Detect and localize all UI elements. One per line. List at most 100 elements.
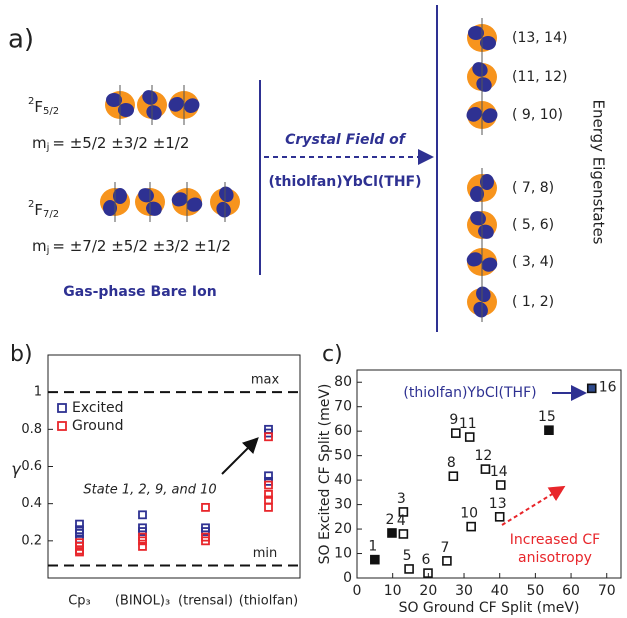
x-tick-label: Cp₃	[68, 594, 91, 609]
data-point	[138, 527, 147, 536]
lobe	[113, 188, 127, 204]
orbital	[135, 182, 165, 222]
data-point	[138, 542, 147, 551]
x-tick-label: 10	[384, 583, 402, 599]
data-point	[404, 564, 414, 574]
lobe	[186, 197, 203, 212]
mj-sub: j	[46, 245, 50, 256]
orbital	[105, 85, 135, 125]
orbital	[467, 57, 497, 97]
lobe	[472, 62, 488, 77]
state-label: ( 7, 8)	[512, 180, 554, 196]
data-point	[442, 556, 452, 566]
data-point	[398, 529, 409, 539]
legend-label: Ground	[72, 418, 124, 434]
state-label: (11, 12)	[512, 69, 567, 85]
mj-main: m	[32, 237, 47, 255]
data-point	[398, 507, 409, 517]
term-label: 2F5/2	[28, 96, 59, 117]
point-label: 2	[386, 512, 395, 528]
lobe	[466, 107, 482, 122]
state-label: ( 3, 4)	[512, 254, 554, 270]
orbital	[168, 85, 200, 125]
data-point	[586, 383, 597, 394]
term-sup: 2	[28, 96, 34, 107]
point-label: 9	[449, 412, 458, 428]
point-label: 1	[368, 539, 377, 555]
term-main: F	[34, 98, 43, 116]
point-label: 8	[447, 455, 456, 471]
data-point	[264, 471, 273, 481]
complex-label: (thiolfan)YbCl(THF)	[268, 174, 421, 190]
lobe	[476, 77, 492, 92]
lobe	[171, 192, 188, 207]
lobe	[468, 26, 484, 40]
lobe	[142, 90, 158, 105]
lobe	[118, 103, 134, 117]
y-tick-label: 1	[34, 385, 42, 400]
orbital	[100, 182, 130, 222]
point-label: 11	[459, 416, 477, 432]
plot-frame	[356, 369, 622, 579]
term-label: 2F7/2	[28, 199, 59, 220]
eigen-label: Energy Eigenstates	[590, 100, 608, 245]
point-label: 3	[397, 491, 406, 507]
state-label: (13, 14)	[512, 30, 567, 46]
point-label: 14	[490, 464, 508, 480]
trend-label: Increased CF	[510, 532, 600, 548]
x-tick-label: 50	[526, 583, 544, 599]
legend-label: Excited	[72, 400, 123, 416]
lobe	[184, 98, 200, 113]
orbital	[467, 18, 497, 58]
panel-label: b)	[10, 342, 33, 367]
plot-frame	[47, 354, 301, 579]
mj-label: mj = ±7/2 ±5/2 ±3/2 ±1/2	[32, 237, 231, 257]
data-point	[480, 464, 491, 474]
data-point	[264, 432, 273, 442]
lobe	[168, 97, 184, 112]
orbital	[467, 282, 497, 322]
y-tick-label: 0	[343, 570, 352, 586]
point-label: 16	[599, 379, 617, 395]
data-point	[423, 568, 433, 578]
term-main: F	[34, 201, 43, 219]
orbital-icons	[100, 18, 498, 322]
mj-values: = ±7/2 ±5/2 ±3/2 ±1/2	[52, 237, 230, 255]
state-label: ( 1, 2)	[512, 294, 554, 310]
lobe	[473, 301, 488, 318]
y-tick-label: 20	[334, 521, 352, 537]
state-label: ( 5, 6)	[512, 217, 554, 233]
data-point	[75, 519, 84, 529]
y-tick-label: 0.6	[21, 459, 42, 474]
mj-values: = ±5/2 ±3/2 ±1/2	[52, 134, 189, 152]
data-point	[138, 536, 147, 546]
lobe	[103, 200, 117, 216]
y-axis-label: γ	[11, 460, 22, 479]
data-point	[466, 521, 476, 532]
lobe	[482, 108, 498, 123]
data-point	[464, 432, 475, 442]
point-label: 4	[397, 513, 406, 529]
data-point	[75, 547, 84, 557]
orbital	[467, 168, 497, 208]
term-sub: 7/2	[43, 209, 59, 220]
term-sub: 5/2	[43, 106, 59, 117]
x-tick-label: 40	[491, 583, 509, 599]
lobe	[480, 36, 496, 50]
data-point	[451, 428, 461, 438]
y-tick-label: 0.2	[21, 533, 42, 548]
reference-label: max	[251, 373, 280, 388]
x-tick-label: 70	[598, 583, 616, 599]
y-tick-label: 70	[334, 399, 352, 415]
mj-main: m	[32, 134, 47, 152]
y-tick-label: 50	[334, 448, 352, 464]
lobe	[470, 186, 484, 202]
lobe	[146, 105, 162, 120]
lobe	[216, 201, 231, 218]
term-sup: 2	[28, 199, 34, 210]
y-tick-label: 40	[334, 472, 352, 488]
legend-swatch	[57, 403, 67, 413]
lobe	[106, 93, 122, 107]
annotation-arrow	[221, 437, 259, 475]
